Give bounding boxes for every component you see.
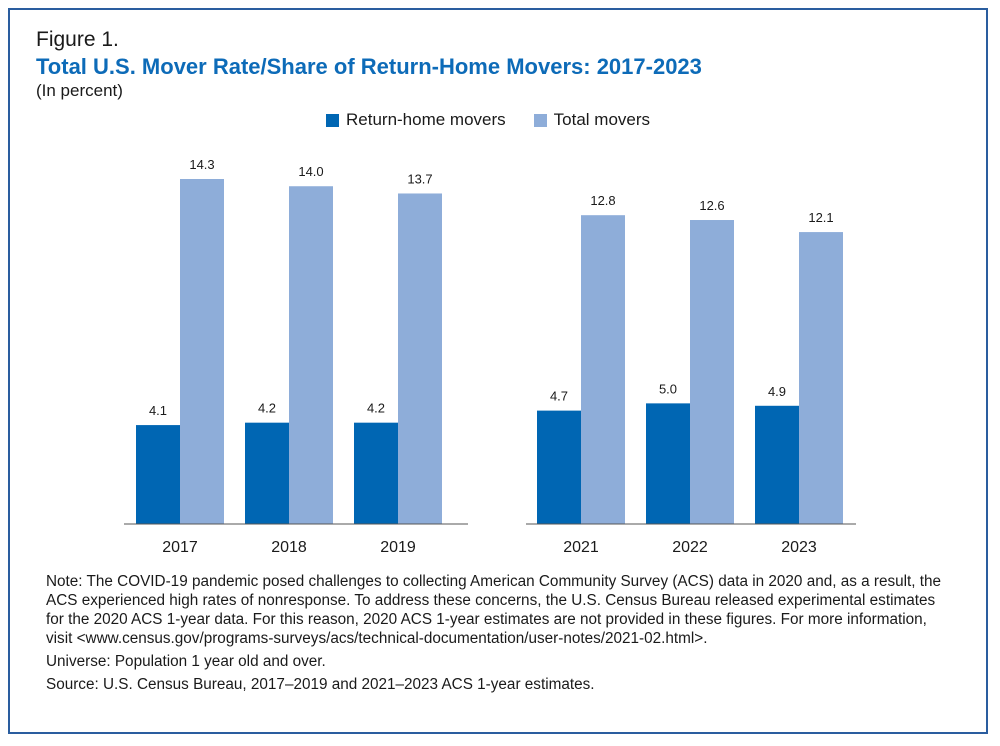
figure-label: Figure 1.: [36, 28, 119, 51]
data-label-total-movers-2022: 12.6: [699, 198, 724, 213]
legend-label-total: Total movers: [553, 110, 651, 129]
note-text: Note: The COVID-19 pandemic posed challe…: [46, 573, 942, 647]
x-tick-label-2018: 2018: [271, 539, 307, 556]
x-tick-label-2019: 2019: [380, 539, 416, 556]
legend-item-total: Total movers: [533, 110, 651, 130]
chart-legend: Return-home movers Total movers: [326, 110, 678, 130]
legend-item-return-home: Return-home movers: [326, 110, 506, 130]
data-label-return-home-movers-2022: 5.0: [659, 381, 677, 396]
chart-subtitle: (In percent): [36, 81, 123, 100]
data-label-total-movers-2019: 13.7: [407, 171, 432, 186]
bar-total-movers-2018: [289, 186, 333, 524]
legend-swatch-total: [533, 113, 547, 127]
bar-total-movers-2023: [799, 232, 843, 525]
universe-text: Universe: Population 1 year old and over…: [46, 653, 326, 670]
bar-return-home-movers-2022: [646, 403, 690, 524]
x-tick-label-2021: 2021: [563, 539, 599, 556]
bar-return-home-movers-2021: [537, 410, 581, 524]
source-text: Source: U.S. Census Bureau, 2017–2019 an…: [46, 676, 595, 693]
data-label-total-movers-2018: 14.0: [298, 164, 323, 179]
bar-return-home-movers-2019: [354, 422, 398, 524]
bar-return-home-movers-2017: [136, 425, 180, 524]
figure-frame: [8, 8, 988, 734]
bar-return-home-movers-2023: [755, 405, 799, 524]
bar-total-movers-2021: [581, 215, 625, 524]
bar-total-movers-2017: [180, 179, 224, 524]
data-label-return-home-movers-2021: 4.7: [550, 389, 568, 404]
bar-total-movers-2022: [690, 220, 734, 525]
data-label-total-movers-2017: 14.3: [189, 157, 214, 172]
x-tick-label-2023: 2023: [781, 539, 817, 556]
legend-label-return-home: Return-home movers: [346, 110, 506, 129]
bar-return-home-movers-2018: [245, 422, 289, 524]
data-label-total-movers-2023: 12.1: [808, 210, 833, 225]
notes-block: Note: The COVID-19 pandemic posed challe…: [46, 572, 956, 694]
x-tick-label-2017: 2017: [162, 539, 198, 556]
data-label-return-home-movers-2023: 4.9: [768, 384, 786, 399]
data-label-return-home-movers-2018: 4.2: [258, 401, 276, 416]
x-tick-label-2022: 2022: [672, 539, 708, 556]
bar-total-movers-2019: [398, 193, 442, 524]
data-label-return-home-movers-2019: 4.2: [367, 401, 385, 416]
legend-swatch-return-home: [326, 113, 339, 127]
data-label-return-home-movers-2017: 4.1: [149, 403, 167, 418]
data-label-total-movers-2021: 12.8: [590, 193, 615, 208]
chart-title: Total U.S. Mover Rate/Share of Return-Ho…: [36, 54, 702, 79]
